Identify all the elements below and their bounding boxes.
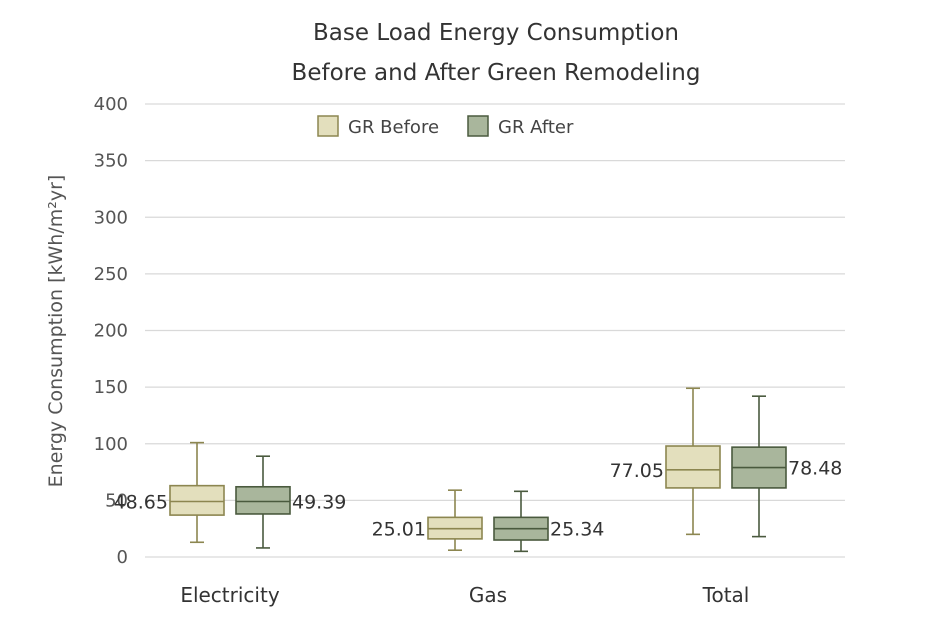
box-gr-before-electricity: 48.65 <box>114 441 225 544</box>
y-tick-label: 350 <box>94 151 128 172</box>
median-data-label: 77.05 <box>610 460 664 482</box>
legend-label: GR After <box>498 117 574 138</box>
box-gr-after-electricity: 49.39 <box>235 455 346 549</box>
box-gr-before-gas: 25.01 <box>372 489 483 552</box>
chart-subtitle: Before and After Green Remodeling <box>292 60 701 86</box>
x-category-label: Electricity <box>180 583 280 607</box>
median-data-label: 25.01 <box>372 519 426 541</box>
y-tick-label: 200 <box>94 321 128 342</box>
legend-item: GR Before <box>317 115 439 138</box>
median-data-label: 78.48 <box>788 458 842 480</box>
y-tick-label: 250 <box>94 264 128 285</box>
y-tick-label: 0 <box>117 547 128 568</box>
y-axis-label: Energy Consumption [kWh/m²yr] <box>45 175 67 488</box>
median-data-label: 48.65 <box>114 492 168 514</box>
median-data-label: 49.39 <box>292 492 346 514</box>
box-gr-after-total: 78.48 <box>731 395 842 538</box>
box-series: 48.65 25.01 77.05 49.39 25.34 78.48 <box>114 387 842 553</box>
legend-swatch <box>467 115 489 137</box>
x-axis-categories: Electricity Gas Total <box>180 583 749 607</box>
y-axis-ticks: 0 50 100 150 200 250 300 350 400 <box>94 94 128 568</box>
y-tick-label: 150 <box>94 377 128 398</box>
box-gr-after-gas: 25.34 <box>493 490 604 553</box>
legend-item: GR After <box>467 115 574 138</box>
legend-swatch <box>317 115 339 137</box>
y-tick-label: 400 <box>94 94 128 115</box>
y-tick-label: 300 <box>94 207 128 228</box>
y-tick-label: 50 <box>105 490 128 511</box>
y-tick-label: 100 <box>94 434 128 455</box>
chart-title: Base Load Energy Consumption <box>313 20 679 46</box>
legend: GR Before GR After <box>317 115 574 138</box>
legend-label: GR Before <box>348 117 439 138</box>
iqr-box <box>665 445 721 489</box>
iqr-box <box>235 485 291 515</box>
box-gr-before-total: 77.05 <box>610 387 721 536</box>
median-data-label: 25.34 <box>550 519 604 541</box>
x-category-label: Total <box>702 583 750 607</box>
x-category-label: Gas <box>469 583 507 607</box>
iqr-box <box>169 484 225 516</box>
